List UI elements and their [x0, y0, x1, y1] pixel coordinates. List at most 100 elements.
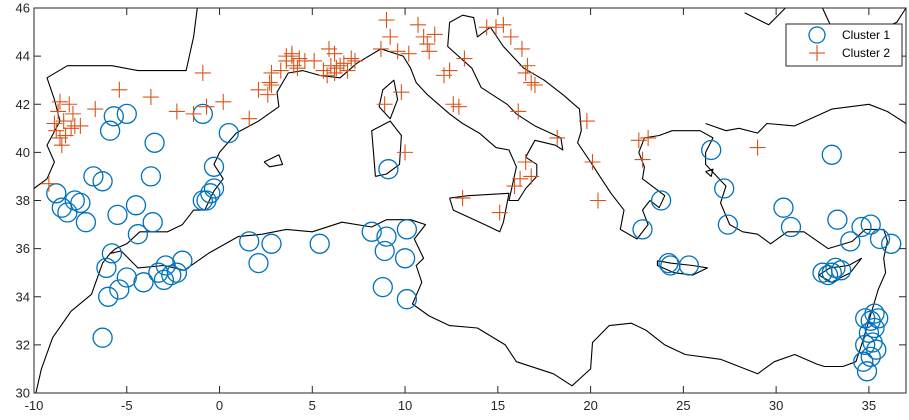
cluster-1-point	[153, 269, 175, 291]
cluster-2-point	[640, 129, 657, 146]
cluster-1-point	[96, 257, 117, 279]
cluster-1-point	[155, 255, 176, 276]
cluster-1-point	[116, 267, 137, 288]
cluster-1-point	[57, 202, 78, 223]
cluster-2-point	[456, 50, 473, 67]
cluster-1-point	[658, 252, 679, 274]
y-tick-label: 40	[16, 145, 30, 160]
cluster-2-markers	[40, 12, 766, 221]
cluster-2-point	[55, 113, 72, 130]
cluster-2-point	[426, 26, 443, 43]
cluster-2-point	[491, 204, 508, 221]
cluster-1-point	[632, 219, 653, 240]
cluster-2-point	[441, 62, 458, 79]
cluster-2-point	[376, 96, 393, 113]
cluster-2-point	[259, 86, 276, 103]
cluster-2-point	[630, 132, 647, 149]
cluster-2-point	[263, 77, 280, 93]
cluster-2-point	[319, 67, 336, 84]
legend: Cluster 1 Cluster 2	[785, 23, 903, 67]
cluster-1-point	[239, 231, 260, 252]
cluster-2-point	[61, 96, 78, 113]
coastline-sardinia	[371, 120, 402, 177]
cluster-1-point	[396, 219, 418, 240]
coastline-black-sea-north	[744, 7, 786, 26]
cluster-1-point	[261, 233, 282, 254]
cluster-1-point	[64, 190, 85, 211]
cluster-1-point	[101, 243, 123, 264]
cluster-2-point	[289, 60, 306, 77]
cluster-2-point	[40, 175, 57, 192]
coastline-anatolia-north	[705, 103, 907, 134]
cluster-2-point	[372, 40, 389, 57]
cluster-2-point	[517, 154, 534, 170]
cluster-1-point	[140, 166, 162, 187]
cluster-1-point	[75, 212, 97, 233]
cluster-2-point	[382, 28, 399, 45]
cluster-1-point	[374, 240, 395, 262]
cluster-1-point	[864, 317, 885, 339]
cluster-2-point	[523, 168, 540, 185]
cluster-1-point	[144, 132, 165, 153]
x-tick-label: 20	[583, 398, 597, 413]
cluster-1-point	[142, 212, 163, 233]
cluster-1-point	[869, 228, 891, 250]
y-tick-label: 30	[16, 386, 30, 401]
cluster-2-point	[517, 64, 534, 81]
x-tick-label: 35	[862, 398, 876, 413]
cluster-2-point	[389, 43, 406, 60]
x-tick-label: 25	[676, 398, 690, 413]
y-tick-label: 42	[16, 97, 30, 112]
cluster-1-point	[248, 252, 269, 274]
cluster-1-point	[376, 226, 397, 247]
y-tick-label: 46	[16, 1, 30, 16]
cluster-1-markers	[46, 103, 902, 382]
cluster-2-point	[50, 103, 67, 120]
x-tick-label: 10	[398, 398, 412, 413]
legend-label-cluster-1: Cluster 1	[842, 28, 890, 42]
cluster-1-point	[378, 159, 399, 180]
cluster-2-point	[346, 52, 363, 69]
cluster-1-point	[192, 190, 213, 211]
x-tick-label: 0	[216, 398, 223, 413]
cluster-2-point	[87, 101, 104, 118]
cluster-1-point	[830, 260, 852, 281]
cluster-2-point	[48, 122, 65, 139]
axis-ticks: -10 -5 0 5 10 15 20 25 30 35 30 32 34 36 38 40 42 44 46	[16, 1, 906, 413]
cluster-2-point	[64, 105, 81, 122]
cluster-1-point	[116, 103, 137, 125]
cluster-2-point	[410, 16, 427, 33]
legend-circle-marker	[808, 26, 826, 44]
cluster-1-point	[99, 120, 121, 141]
cluster-2-point	[397, 144, 414, 161]
cluster-2-point	[400, 45, 417, 62]
x-tick-label: -10	[25, 398, 44, 413]
cluster-1-point	[855, 334, 876, 356]
cluster-1-point	[203, 178, 225, 199]
x-tick-label: 15	[491, 398, 505, 413]
cluster-2-point	[549, 129, 566, 146]
cluster-1-point	[868, 308, 889, 329]
coastline-mallorca	[263, 154, 284, 168]
cluster-2-point	[53, 137, 70, 154]
cluster-1-point	[309, 233, 330, 254]
cluster-1-point	[98, 286, 119, 307]
cluster-2-point	[506, 178, 523, 195]
cluster-2-point	[634, 151, 651, 168]
coastline-north-mediterranean	[33, 7, 198, 189]
cluster-2-point	[185, 105, 202, 122]
cluster-1-point	[200, 183, 221, 204]
cluster-2-point	[63, 120, 80, 137]
cluster-1-point	[394, 248, 416, 269]
cluster-2-point	[194, 64, 211, 81]
cluster-2-point	[142, 89, 159, 106]
x-tick-label: 5	[309, 398, 316, 413]
cluster-1-point	[650, 190, 672, 211]
cluster-1-point	[92, 171, 113, 192]
cluster-2-point	[590, 192, 607, 209]
cluster-2-point	[306, 52, 323, 69]
cluster-2-point	[419, 36, 436, 53]
coastline-sicily	[449, 192, 510, 233]
cluster-2-point	[578, 113, 595, 130]
x-tick-label: -5	[121, 398, 133, 413]
